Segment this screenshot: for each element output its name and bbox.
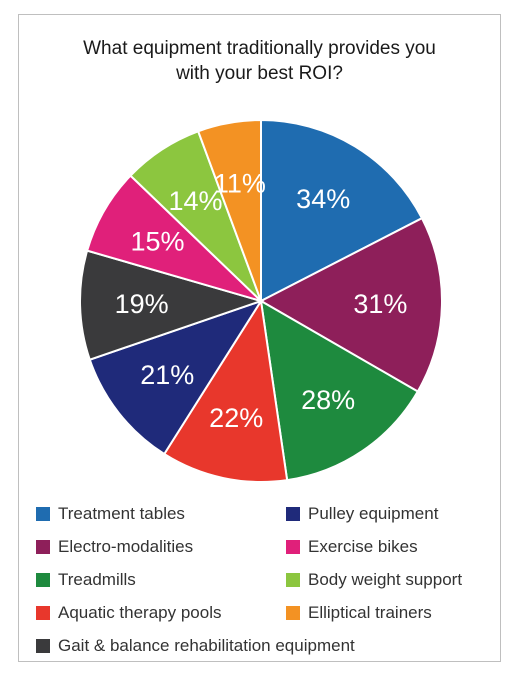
legend-item-elliptical-trainers: Elliptical trainers [286,603,432,623]
legend-swatch [286,507,300,521]
slice-label-treatment-tables: 34% [296,184,350,214]
chart-title-line-1: What equipment traditionally provides yo… [83,38,436,59]
pie-slice-elliptical-trainers [196,118,262,302]
chart-title: What equipment traditionally provides yo… [18,36,501,86]
legend-item-body-weight-support: Body weight support [286,570,462,590]
slice-label-treadmills: 28% [301,385,355,415]
legend-label: Electro-modalities [58,537,194,556]
pie-slice-pulley-equipment [88,299,264,456]
pie-slice-electro-modalities [258,216,443,393]
legend-label: Treadmills [58,570,136,589]
slice-label-exercise-bikes: 15% [130,226,184,256]
slice-label-pulley-equipment: 21% [140,360,194,390]
legend-label: Treatment tables [58,504,185,523]
legend-swatch [286,540,300,554]
legend-swatch [36,639,50,653]
legend-swatch [286,573,300,587]
legend-item-electro-modalities: Electro-modalities [36,537,193,557]
legend-label: Elliptical trainers [308,603,432,622]
legend-item-gait-and-balance-rehabilitation-equipment: Gait & balance rehabilitation equipment [36,636,355,656]
slice-label-elliptical-trainers: 11% [214,168,266,198]
legend-label: Exercise bikes [308,537,418,556]
legend-item-treatment-tables: Treatment tables [36,504,185,524]
slice-label-aquatic-therapy-pools: 22% [209,403,263,433]
legend-swatch [36,606,50,620]
legend-label: Aquatic therapy pools [58,603,222,622]
legend-item-aquatic-therapy-pools: Aquatic therapy pools [36,603,222,623]
legend-label: Gait & balance rehabilitation equipment [58,636,355,655]
legend-item-pulley-equipment: Pulley equipment [286,504,438,524]
legend-item-treadmills: Treadmills [36,570,136,590]
legend-swatch [36,507,50,521]
slice-label-electro-modalities: 31% [353,289,407,319]
pie-slice-aquatic-therapy-pools [162,298,289,483]
legend-label: Body weight support [308,570,463,589]
slice-label-gait-and-balance-rehabilitation-equipment: 19% [115,289,169,319]
slice-label-body-weight-support: 14% [168,186,222,216]
pie-slice-gait-and-balance-rehabilitation-equipment [79,249,265,361]
pie-slice-treadmills [259,299,420,482]
legend-item-exercise-bikes: Exercise bikes [286,537,418,557]
legend-label: Pulley equipment [308,504,439,523]
legend-swatch [36,540,50,554]
pie-slice-treatment-tables [260,118,424,303]
legend-swatch [36,573,50,587]
chart-title-line-2: with your best ROI? [176,63,343,84]
legend-swatch [286,606,300,620]
